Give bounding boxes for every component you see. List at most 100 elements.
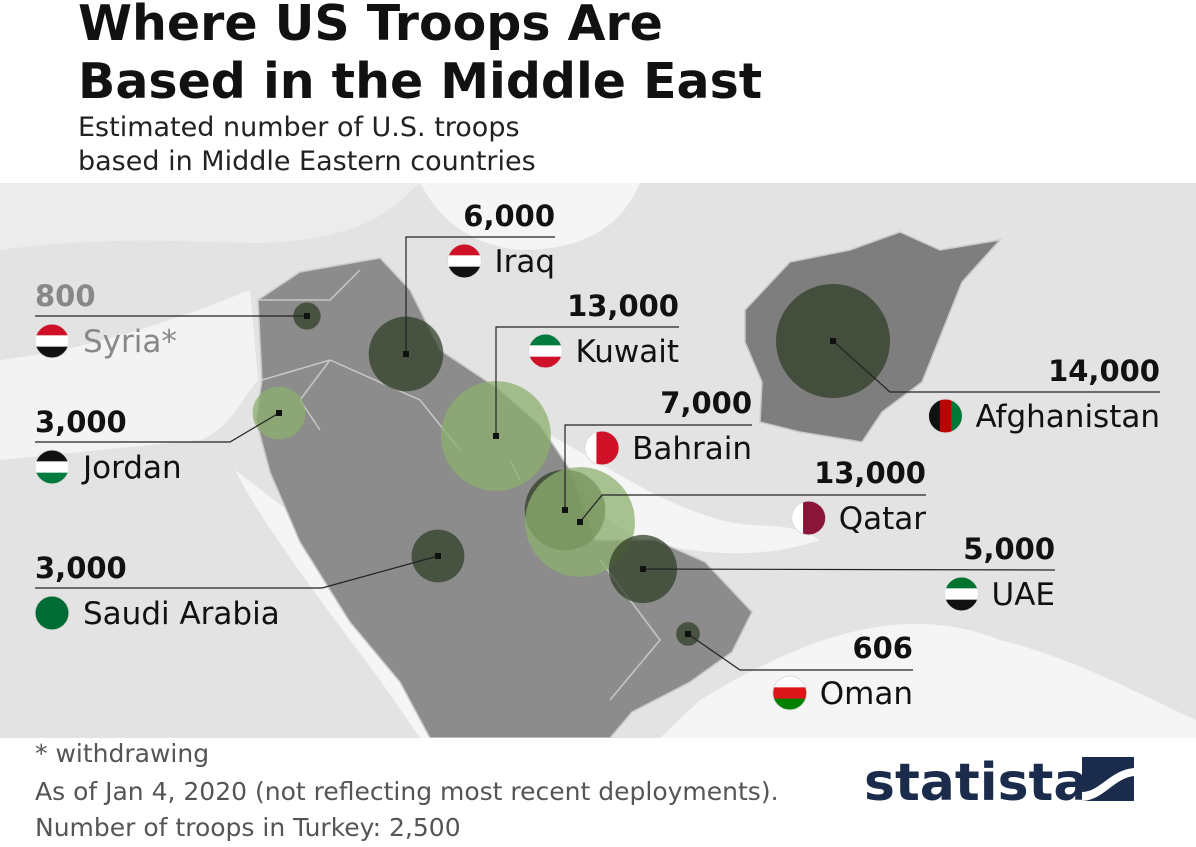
flag-stripe	[607, 431, 620, 465]
bubble-center	[562, 507, 568, 513]
leader-line	[687, 633, 913, 671]
flag-icon	[35, 596, 69, 630]
troop-value: 13,000	[814, 456, 926, 490]
country-name: Kuwait	[575, 334, 679, 370]
flag-stripe	[447, 255, 482, 268]
flag-stripe	[35, 335, 69, 348]
troop-value: 6,000	[463, 199, 555, 233]
leader-line	[832, 340, 1160, 393]
leader-line	[642, 568, 1056, 571]
flag-stripe	[814, 501, 826, 535]
flag-stripe	[35, 346, 69, 358]
country-name: Saudi Arabia	[83, 596, 280, 632]
flag-stripe	[35, 472, 69, 484]
flag-rim	[527, 333, 563, 369]
labels: 6,000 Iraq 800 Syria* 13,000 Kuwait 3,000 Jorda…	[34, 199, 1160, 712]
subtitle: based in Middle Eastern countries	[78, 146, 536, 177]
country-name: Bahrain	[632, 431, 752, 467]
flag-stripe	[944, 588, 979, 601]
flag-stripe	[35, 607, 69, 620]
flag-rim	[34, 595, 70, 631]
troop-value: 13,000	[567, 289, 679, 323]
leader-line	[35, 412, 280, 443]
troop-value: 800	[35, 279, 96, 313]
flag-stripe	[35, 596, 69, 608]
flag-stripe	[585, 431, 597, 465]
country-name: Afghanistan	[975, 399, 1160, 435]
flag-rim	[34, 449, 70, 485]
flag-stripe	[772, 676, 807, 688]
flag-stripe	[596, 431, 609, 465]
leader-line	[564, 424, 752, 510]
country-name: Syria*	[83, 324, 177, 360]
leader-line	[35, 555, 439, 589]
leader-line	[579, 494, 926, 523]
country-name: Oman	[820, 676, 913, 712]
leader-line	[405, 236, 555, 354]
flag-stripe	[772, 687, 807, 700]
flag-icon	[35, 450, 69, 484]
flag-icon	[447, 244, 482, 278]
troop-value: 7,000	[660, 386, 752, 420]
footnote: * withdrawing	[35, 739, 209, 768]
flag-stripe	[35, 461, 69, 474]
flag-rim	[927, 398, 963, 434]
flag-rim	[772, 675, 808, 711]
country-name: Qatar	[839, 501, 927, 537]
subtitle: Estimated number of U.S. troops	[78, 112, 520, 143]
flag-stripe	[447, 266, 482, 278]
flag-rim	[446, 243, 482, 279]
flag-stripe	[528, 356, 563, 368]
flag-icon	[772, 676, 807, 710]
flag-icon	[944, 577, 979, 611]
flag-stripe	[944, 599, 979, 611]
footnote: Number of troops in Turkey: 2,500	[35, 813, 461, 842]
troop-value: 5,000	[963, 532, 1055, 566]
leader-line	[495, 326, 679, 436]
title: Based in the Middle East	[78, 53, 762, 110]
bubble-center	[304, 313, 310, 319]
title: Where US Troops Are	[78, 0, 663, 52]
flag-stripe	[944, 577, 979, 589]
flag-stripe	[803, 501, 815, 535]
brand-icon	[1082, 757, 1134, 801]
bubble-center	[830, 338, 836, 344]
bubble-center	[403, 351, 409, 357]
flag-stripe	[791, 501, 804, 535]
bubble-center	[685, 631, 691, 637]
flag-stripe	[939, 399, 952, 433]
flag-stripe	[772, 698, 807, 710]
troop-value: 14,000	[1048, 354, 1160, 388]
flag-stripe	[35, 450, 69, 462]
troop-value: 3,000	[35, 405, 127, 439]
bubble-center	[276, 410, 282, 416]
country-name: Jordan	[81, 450, 182, 486]
flag-stripe	[528, 334, 563, 346]
flag-stripe	[528, 345, 563, 358]
flag-icon	[928, 399, 963, 433]
flag-stripe	[35, 618, 69, 630]
flag-icon	[528, 334, 563, 368]
flag-stripe	[35, 324, 69, 336]
bubble-center	[577, 519, 583, 525]
bubble-center	[435, 553, 441, 559]
flag-rim	[584, 430, 620, 466]
country-name: Iraq	[494, 244, 555, 280]
flag-icon	[35, 324, 69, 358]
flag-rim	[944, 576, 980, 612]
troop-value: 3,000	[35, 551, 127, 585]
flag-rim	[34, 323, 70, 359]
country-name: UAE	[992, 577, 1055, 613]
flag-stripe	[951, 399, 963, 433]
brand: statista	[864, 753, 1088, 813]
footnote: As of Jan 4, 2020 (not reflecting most r…	[35, 777, 779, 806]
bubble-center	[493, 433, 499, 439]
flag-icon	[585, 431, 620, 465]
flag-stripe	[928, 399, 941, 433]
bubble-center	[640, 566, 646, 572]
flag-rim	[791, 500, 827, 536]
troop-value: 606	[852, 631, 913, 665]
flag-stripe	[447, 244, 482, 256]
flag-icon	[791, 501, 826, 535]
